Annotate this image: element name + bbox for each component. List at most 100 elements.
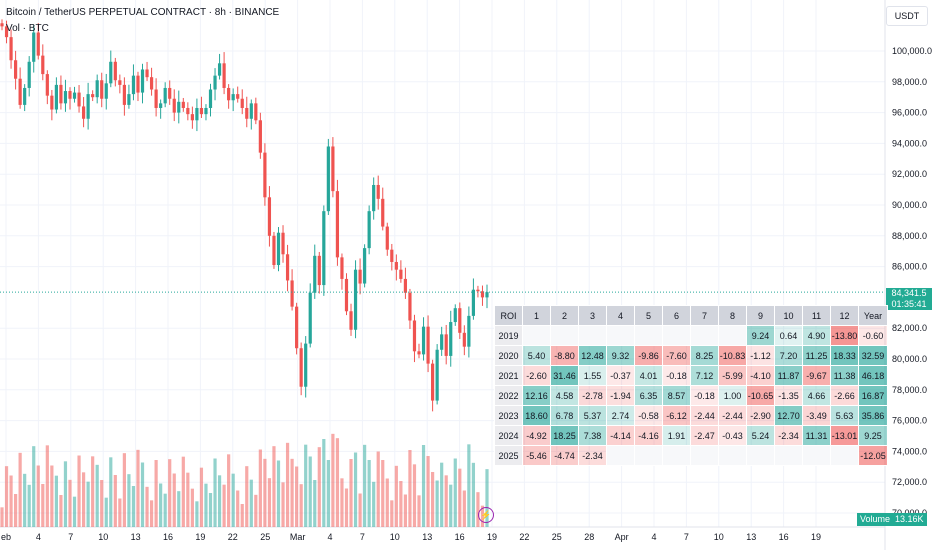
candle-body [304,343,308,387]
volume-bar [159,483,163,527]
roi-cell: 4.01 [634,365,663,386]
candle-body [172,98,176,113]
volume-bar [394,465,398,527]
candle-body [381,198,385,227]
volume-bar [27,484,31,527]
roi-cell: -2.60 [522,365,551,386]
volume-bar [249,479,253,527]
volume-bar [285,442,290,527]
x-tick-label: 13 [131,532,141,542]
volume-bar [390,500,394,527]
roi-cell: -9.67 [802,365,831,386]
volume-bar [181,456,185,527]
y-tick-label: 92,000.0 [892,169,927,179]
volume-bar [444,475,448,527]
volume-bar [313,480,317,527]
volume-bar [458,468,462,527]
candle-body [349,311,353,330]
volume-bar [186,472,190,527]
roi-cell: 5.63 [830,405,859,426]
volume-bar [435,480,439,527]
volume-bar [376,451,380,527]
candle-body [467,315,471,347]
volume-bar [331,433,335,527]
roi-cell [802,445,831,466]
volume-bar [204,483,208,527]
roi-cell: -0.43 [718,425,747,446]
candle-body [344,278,349,312]
roi-year-label: 2022 [494,385,523,406]
volume-bar [140,462,145,527]
roi-cell: -2.44 [690,405,719,426]
candle-body [54,84,58,110]
x-tick-label: 10 [390,532,400,542]
volume-bar [81,472,86,527]
volume-bar [222,484,226,527]
candle-body [63,91,68,104]
volume-bar [276,460,281,527]
roi-cell: -13.01 [830,425,859,446]
candle-body [340,257,344,279]
y-tick-label: 96,000.0 [892,108,927,118]
x-tick-label: 4 [327,532,332,542]
x-tick-label: 16 [163,532,173,542]
candle-body [149,77,154,90]
roi-column-header: 5 [634,305,663,326]
roi-year-label: 2025 [494,445,523,466]
x-tick-label: 19 [811,532,821,542]
candle-body [431,363,435,401]
candle-body [299,348,303,387]
volume-bar [340,478,344,527]
roi-row: 2019 9.24 0.64 4.90 -13.80 -0.60 [494,325,888,346]
candle-body [0,23,4,27]
volume-bar [131,486,136,527]
volume-bar [63,461,68,527]
volume-bar [421,445,426,527]
candle-body [113,61,117,81]
volume-bar [412,464,417,527]
candle-body [335,191,340,258]
x-tick-label: 7 [684,532,689,542]
roi-cell: -6.12 [662,405,691,426]
volume-bar [240,504,244,527]
candle-body [68,91,72,99]
roi-cell: -3.49 [802,405,831,426]
volume-bar [145,486,149,527]
roi-cell [746,445,775,466]
roi-cell [578,325,607,346]
y-tick-label: 86,000.0 [892,262,927,272]
candle-body [145,69,149,78]
candle-body [322,211,326,286]
candle-body [59,84,63,104]
symbol-title[interactable]: Bitcoin / TetherUS PERPETUAL CONTRACT · … [6,7,280,18]
roi-cell: 8.57 [662,385,691,406]
candle-body [104,83,108,99]
x-tick-label: eb [1,532,11,542]
currency-button[interactable]: USDT [886,6,928,26]
volume-bar [0,507,4,527]
candle-body [313,255,317,293]
x-tick-label: 10 [98,532,108,542]
volume-bar [41,484,45,527]
volume-bar [100,480,104,527]
candle-body [41,55,45,75]
y-tick-label: 74,000.0 [892,446,927,456]
lightning-icon[interactable]: ⚡ [478,507,494,523]
roi-cell: -9.86 [634,345,663,366]
candle-body [190,114,194,121]
volume-bar [36,465,40,527]
candle-body [77,92,81,107]
candle-body [32,32,36,62]
candle-body [317,255,321,286]
roi-cell: -4.92 [522,425,551,446]
candle-body [390,249,394,262]
roi-cell: -2.47 [690,425,719,446]
roi-cell: 32.59 [858,345,888,366]
roi-cell: 4.66 [802,385,831,406]
roi-cell: 11.38 [830,365,859,386]
volume-indicator-label[interactable]: Vol · BTC [6,23,49,34]
candle-body [245,107,249,119]
candle-body [367,211,371,249]
candle-body [204,107,208,115]
